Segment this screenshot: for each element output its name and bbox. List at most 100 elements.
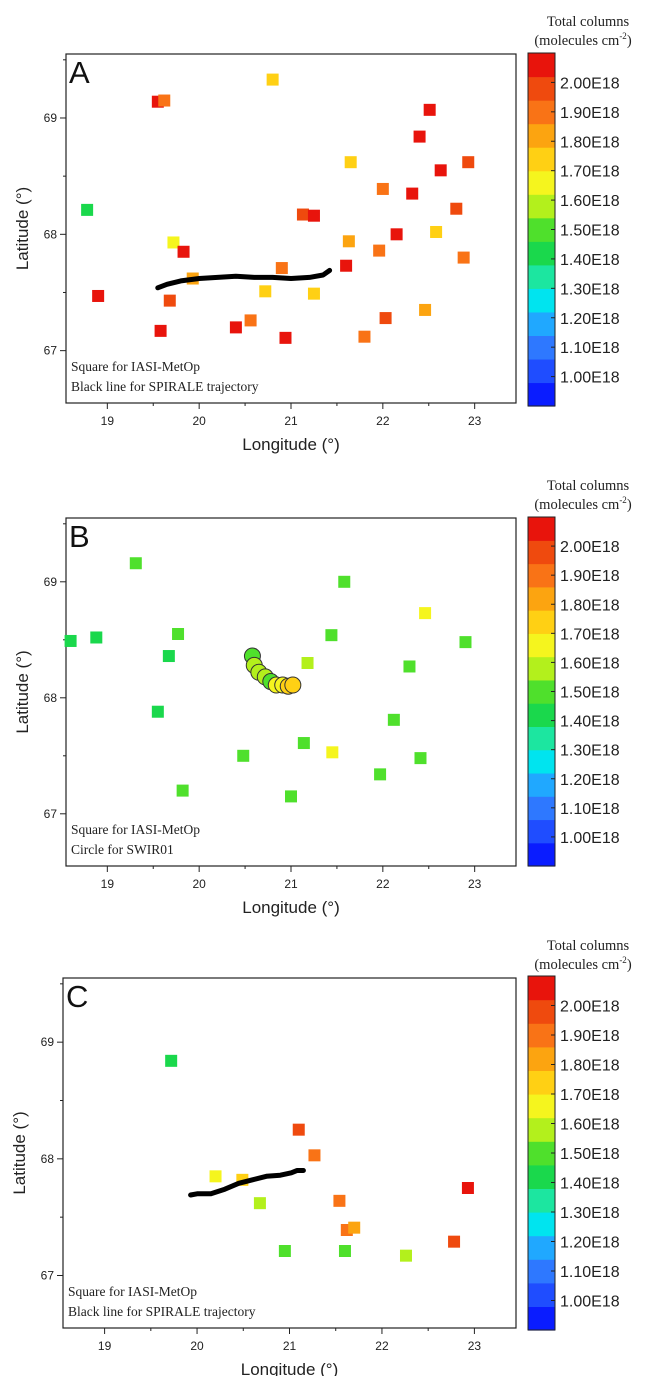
colorbar-segment [528, 1094, 555, 1119]
y-tick-label: 69 [41, 1035, 55, 1049]
colorbar-segment [528, 749, 555, 774]
colorbar-label: 1.50E18 [560, 1146, 620, 1163]
colorbar-segment [528, 147, 555, 172]
data-square [176, 784, 189, 797]
data-square [307, 287, 320, 300]
colorbar-label: 1.20E18 [560, 1235, 620, 1252]
y-tick-label: 68 [44, 227, 58, 241]
data-square [244, 314, 257, 327]
colorbar-segment [528, 288, 555, 313]
colorbar-unit-close: ) [627, 33, 632, 49]
data-square [390, 228, 403, 241]
colorbar-label: 1.10E18 [560, 1264, 620, 1281]
x-tick-label: 20 [192, 877, 206, 891]
data-square [413, 130, 426, 143]
data-square [165, 1054, 178, 1067]
data-square [301, 657, 314, 669]
colorbar-label: 1.20E18 [560, 772, 620, 789]
colorbar-segment [528, 1259, 555, 1284]
x-tick-label: 20 [190, 1339, 204, 1353]
y-tick-label: 67 [44, 807, 58, 821]
data-square [376, 182, 389, 195]
data-square [292, 1123, 305, 1136]
x-tick-label: 22 [376, 414, 390, 428]
data-square [296, 208, 309, 221]
colorbar-label: 1.50E18 [560, 223, 620, 240]
colorbar-label: 2.00E18 [560, 999, 620, 1016]
colorbar-unit: (molecules cm-2) [534, 495, 631, 513]
colorbar-label: 1.90E18 [560, 105, 620, 122]
data-square [373, 244, 386, 257]
data-square [275, 262, 288, 275]
colorbar-segment [528, 53, 555, 78]
data-square [81, 203, 94, 216]
y-axis-label: Latitude (°) [13, 650, 32, 733]
data-square [158, 94, 171, 107]
colorbar-label: 1.60E18 [560, 193, 620, 210]
colorbar-title: Total columns [547, 478, 630, 494]
data-square [374, 768, 387, 781]
colorbar-segment [528, 656, 555, 681]
x-tick-label: 21 [284, 414, 298, 428]
data-square [448, 1235, 461, 1248]
colorbar-unit-close: ) [627, 957, 632, 973]
colorbar-segment [528, 726, 555, 751]
colorbar-segment [528, 540, 555, 565]
colorbar-segment [528, 976, 555, 1001]
data-square [253, 1197, 266, 1210]
x-tick-label: 19 [98, 1339, 112, 1353]
data-square [358, 330, 371, 343]
colorbar-label: 1.10E18 [560, 801, 620, 818]
data-square [266, 73, 279, 86]
plot-frame [65, 53, 517, 404]
x-axis-label: Longitude (°) [242, 898, 340, 917]
colorbar-segment [528, 335, 555, 360]
colorbar-segment [528, 358, 555, 384]
data-square [461, 1182, 474, 1194]
x-tick-label: 22 [375, 1339, 389, 1353]
data-square [457, 251, 470, 264]
x-tick-label: 21 [283, 1339, 297, 1353]
colorbar-segment [528, 1282, 555, 1307]
colorbar-label: 1.10E18 [560, 340, 620, 357]
data-square [64, 634, 77, 647]
data-square [308, 1149, 321, 1162]
colorbar-label: 1.00E18 [560, 830, 620, 847]
x-tick-label: 19 [101, 877, 115, 891]
colorbar-segment [528, 563, 555, 588]
legend-annotation: Black line for SPIRALE trajectory [68, 1304, 256, 1319]
data-square [338, 1245, 351, 1257]
data-square [406, 187, 419, 200]
data-square [379, 312, 392, 325]
colorbar-label: 1.90E18 [560, 1028, 620, 1045]
data-square [387, 713, 400, 726]
data-square [342, 235, 355, 248]
colorbar-segment [528, 703, 555, 727]
data-square [259, 285, 272, 298]
y-tick-label: 69 [44, 111, 58, 125]
colorbar-segment [528, 1117, 555, 1142]
colorbar-label: 1.70E18 [560, 1087, 620, 1104]
data-square [333, 1194, 346, 1207]
data-square [167, 236, 180, 249]
x-tick-label: 20 [192, 414, 206, 428]
colorbar-label: 1.80E18 [560, 1058, 620, 1075]
colorbar-segment [528, 819, 555, 844]
colorbar-segment [528, 586, 555, 611]
data-square [278, 1245, 291, 1257]
colorbar-segment [528, 517, 555, 541]
data-square [414, 752, 427, 765]
colorbar-label: 1.70E18 [560, 626, 620, 643]
colorbar-label: 1.90E18 [560, 568, 620, 585]
y-tick-label: 68 [41, 1152, 55, 1166]
colorbar-unit-close: ) [627, 497, 632, 513]
colorbar-unit-main: (molecules cm [534, 957, 620, 973]
data-square [430, 225, 443, 238]
data-square [419, 607, 432, 620]
x-tick-label: 23 [468, 414, 482, 428]
colorbar-title: Total columns [547, 938, 630, 954]
colorbar-segment [528, 170, 555, 195]
x-axis-label: Longitude (°) [242, 435, 340, 454]
chart-panel-b: 19 20 21 22 23 67 68 69 Longitude (°) Latitude (°… [13, 478, 632, 917]
data-square [162, 650, 175, 663]
